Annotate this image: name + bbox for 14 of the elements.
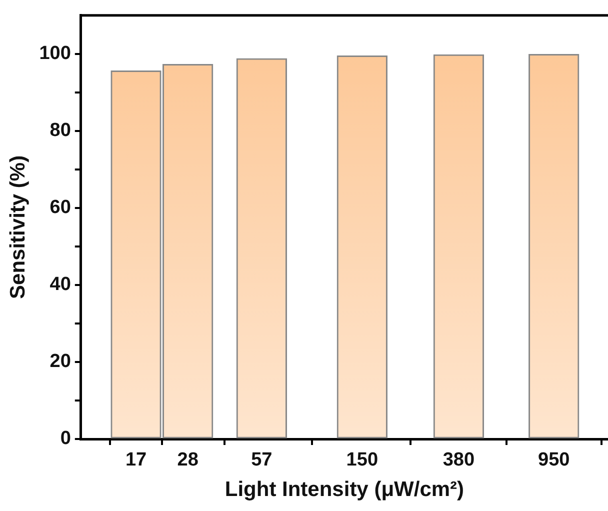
y-tick-label: 60 — [50, 197, 71, 218]
y-axis-title: Sensitivity (%) — [6, 155, 30, 299]
x-axis-title: Light Intensity (μW/cm²) — [224, 478, 464, 502]
y-tick-label: 40 — [50, 274, 71, 296]
y-tick-label: 0 — [60, 428, 71, 450]
y-tick-label: 80 — [50, 120, 71, 142]
x-tick-label: 17 — [125, 450, 147, 471]
x-tick-label: 28 — [177, 450, 198, 471]
x-tick-label: 57 — [251, 450, 272, 471]
y-tick-label: 20 — [50, 351, 71, 372]
x-tick-label: 950 — [538, 450, 570, 471]
y-tick-label: 100 — [39, 43, 71, 64]
x-tick-label: 150 — [346, 450, 378, 471]
x-tick-label: 380 — [442, 450, 475, 471]
